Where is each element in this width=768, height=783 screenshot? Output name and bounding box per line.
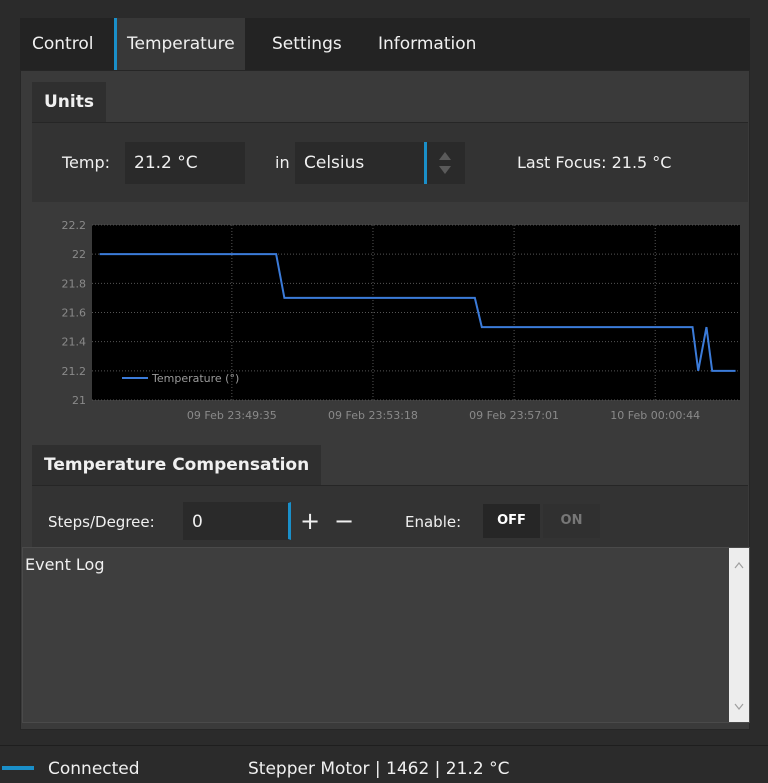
tab-selected[interactable]: Temperature (114, 18, 245, 70)
x-tick-label: 09 Feb 23:49:35 (187, 409, 277, 422)
spinner[interactable] (435, 146, 455, 180)
event-log[interactable] (22, 547, 750, 723)
group-title: Units (32, 82, 106, 122)
data-line (99, 253, 736, 372)
y-tick-label: 21.2 (62, 365, 87, 378)
legend-label: Temperature (°) (151, 372, 239, 385)
tab[interactable]: Control (32, 34, 94, 54)
y-tick-label: 21.4 (62, 336, 87, 349)
scrollbar[interactable] (729, 548, 749, 722)
y-tick-label: 21.8 (62, 277, 87, 290)
x-tick-label: 09 Feb 23:57:01 (469, 409, 559, 422)
chart: 21 21.2 21.4 21.6 21.8 22 22.2 09 Feb 23:49:35 0… (62, 219, 740, 422)
plus-button[interactable]: + (300, 507, 321, 535)
off-button[interactable]: OFF (483, 504, 540, 538)
tab[interactable]: Information (378, 34, 477, 54)
x-tick-label: 10 Feb 00:00:44 (610, 409, 700, 422)
on-button[interactable]: ON (543, 504, 600, 538)
steps-input[interactable]: 0 (183, 502, 291, 540)
event-log-label: Event Log (25, 555, 105, 574)
status-connection: Connected (48, 759, 140, 779)
status-info: Stepper Motor | 1462 | 21.2 °C (248, 759, 510, 779)
label: in (275, 153, 290, 172)
status-bar (0, 745, 768, 783)
y-tick-label: 21 (72, 394, 86, 407)
unit-select[interactable]: Celsius (295, 142, 465, 184)
temp-input[interactable]: 21.2 °C (125, 142, 245, 184)
group (32, 485, 748, 547)
y-tick-label: 22.2 (62, 219, 87, 232)
label: Enable: (405, 513, 462, 531)
label: Steps/Degree: (48, 513, 155, 531)
y-tick-label: 22 (72, 248, 86, 261)
scroll-arrows (734, 562, 744, 710)
status-indicator (2, 766, 34, 770)
scroll-track (729, 548, 749, 722)
x-tick-label: 09 Feb 23:53:18 (328, 409, 418, 422)
label: Temp: (62, 153, 111, 172)
tab[interactable]: Settings (272, 34, 342, 54)
last-focus: Last Focus: 21.5 °C (517, 153, 672, 172)
divider (424, 142, 427, 184)
y-tick-label: 21.6 (62, 307, 87, 320)
minus-button[interactable]: − (334, 507, 355, 535)
group-title: Temperature Compensation (32, 445, 322, 485)
spinner-arrows (439, 152, 451, 174)
